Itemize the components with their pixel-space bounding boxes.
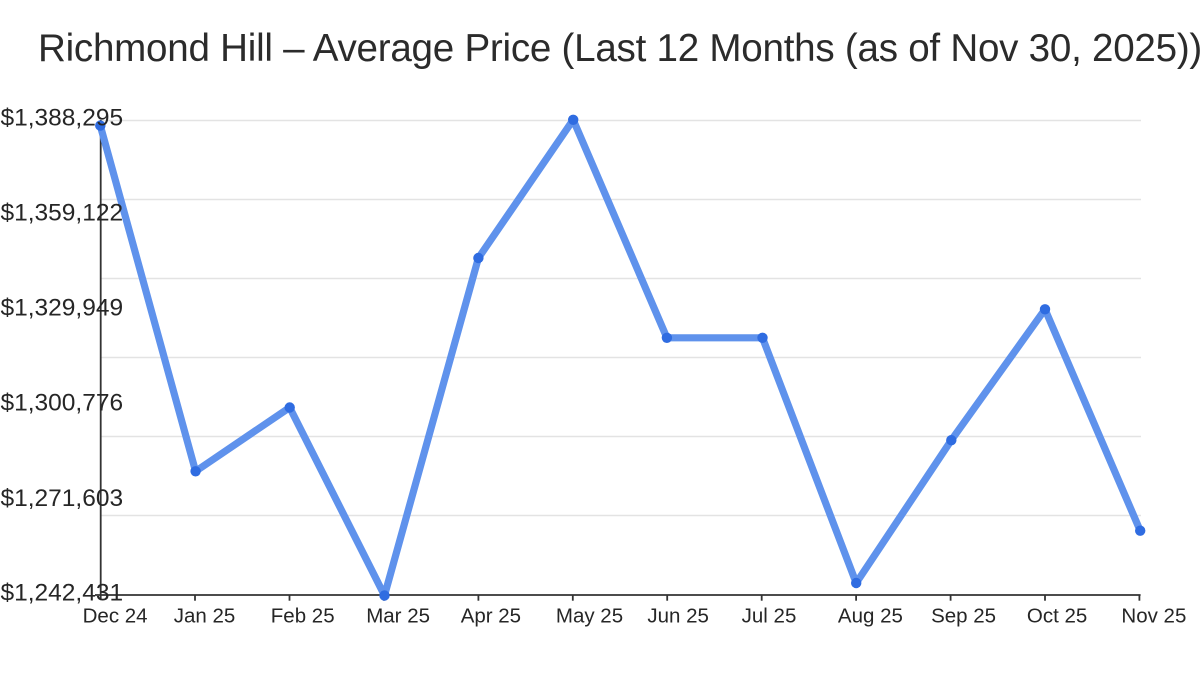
svg-text:Jun 25: Jun 25 — [647, 605, 709, 628]
svg-text:$1,300,776: $1,300,776 — [1, 390, 124, 417]
svg-text:Oct 25: Oct 25 — [1027, 605, 1087, 628]
svg-text:Mar 25: Mar 25 — [366, 605, 430, 628]
svg-text:Sep 25: Sep 25 — [931, 605, 996, 628]
svg-text:$1,271,603: $1,271,603 — [1, 485, 124, 512]
svg-text:Nov 25: Nov 25 — [1121, 605, 1186, 628]
svg-text:Jul 25: Jul 25 — [742, 605, 797, 628]
svg-text:$1,388,295: $1,388,295 — [1, 105, 124, 132]
svg-text:$1,329,949: $1,329,949 — [1, 295, 124, 322]
svg-text:$1,242,431: $1,242,431 — [1, 580, 124, 607]
svg-text:Richmond Hill – Average Price: Richmond Hill – Average Price (Last 12 M… — [38, 27, 1200, 70]
svg-text:Apr 25: Apr 25 — [461, 605, 521, 628]
svg-text:May 25: May 25 — [556, 605, 623, 628]
svg-text:Feb 25: Feb 25 — [271, 605, 335, 628]
svg-text:Aug 25: Aug 25 — [838, 605, 903, 628]
svg-text:Jan 25: Jan 25 — [174, 605, 236, 628]
svg-text:$1,359,122: $1,359,122 — [1, 200, 124, 227]
svg-text:Dec 24: Dec 24 — [83, 605, 148, 628]
